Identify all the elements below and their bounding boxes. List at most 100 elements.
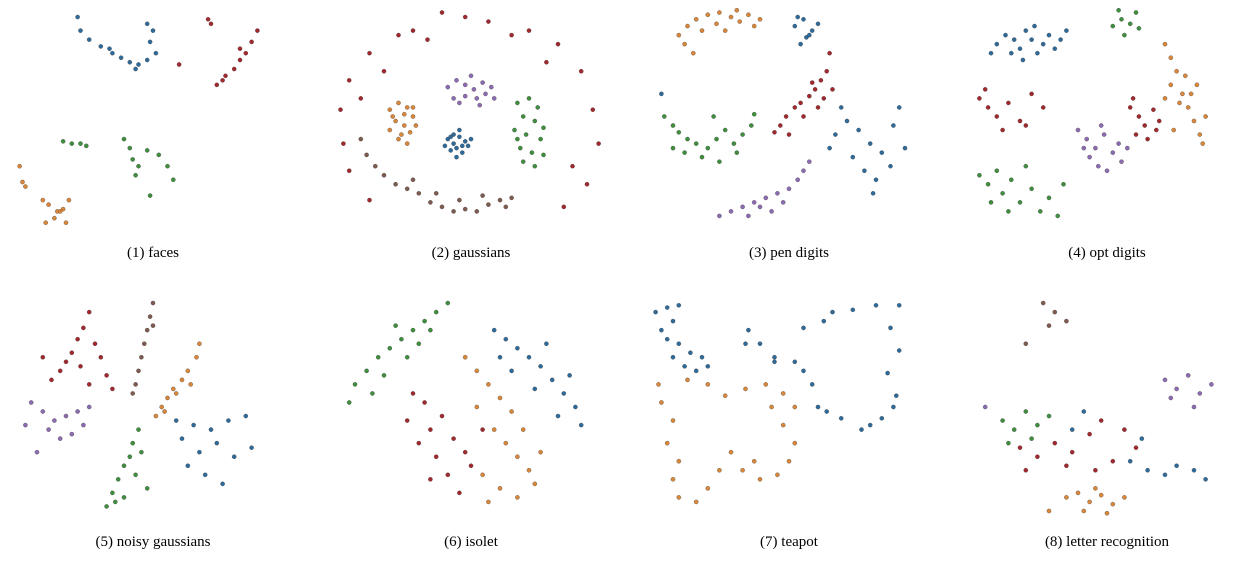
point — [734, 8, 740, 13]
point — [179, 436, 185, 441]
point — [130, 440, 135, 446]
point — [728, 209, 734, 214]
point — [757, 477, 763, 482]
point — [1035, 50, 1040, 56]
point — [1185, 373, 1191, 378]
point — [156, 152, 162, 158]
point — [413, 123, 419, 128]
point — [503, 440, 509, 446]
point — [1203, 114, 1208, 119]
point — [509, 409, 514, 414]
point — [133, 66, 138, 72]
point — [416, 341, 422, 346]
point — [746, 213, 751, 219]
point — [1064, 463, 1069, 469]
point — [717, 159, 722, 164]
point — [237, 57, 243, 63]
point — [1101, 132, 1107, 137]
point — [731, 141, 737, 146]
point — [740, 132, 745, 137]
point — [23, 184, 28, 189]
point — [1046, 323, 1052, 328]
point — [740, 204, 745, 210]
point — [520, 159, 526, 164]
point — [20, 179, 25, 185]
point — [396, 32, 401, 38]
point — [801, 368, 806, 374]
point — [497, 197, 503, 203]
point — [821, 318, 827, 324]
point — [728, 449, 734, 455]
point — [497, 355, 503, 360]
point — [1069, 449, 1075, 455]
point — [127, 454, 133, 459]
point — [792, 440, 798, 446]
point — [561, 391, 567, 396]
point — [985, 182, 991, 187]
point — [567, 373, 572, 378]
point — [416, 440, 422, 446]
point — [220, 78, 225, 83]
point — [693, 141, 699, 146]
point — [656, 382, 661, 387]
point — [1188, 91, 1194, 97]
point — [63, 220, 69, 225]
point — [763, 195, 769, 201]
point — [110, 386, 115, 392]
point — [404, 105, 410, 110]
point — [815, 105, 821, 110]
point — [662, 114, 667, 119]
point — [824, 409, 829, 414]
point — [824, 69, 829, 74]
point — [994, 168, 1000, 173]
point — [144, 57, 150, 63]
point — [664, 305, 670, 310]
point — [150, 28, 156, 33]
point — [451, 436, 456, 441]
point — [346, 400, 352, 405]
point — [1136, 26, 1142, 31]
point — [457, 134, 462, 140]
point — [220, 481, 225, 487]
point — [104, 373, 109, 378]
point — [659, 400, 664, 405]
point — [57, 209, 63, 214]
point — [66, 197, 72, 203]
point — [780, 200, 786, 205]
point — [693, 368, 699, 374]
point — [462, 82, 468, 88]
point — [410, 391, 416, 396]
point — [404, 418, 410, 423]
point — [891, 404, 896, 410]
point — [1081, 409, 1087, 414]
point — [457, 490, 462, 496]
point — [515, 136, 520, 142]
point — [1104, 510, 1110, 516]
point — [1029, 436, 1034, 441]
point — [205, 17, 211, 22]
point — [197, 341, 202, 346]
point — [535, 105, 540, 110]
point — [92, 341, 98, 346]
point — [1046, 32, 1052, 38]
point — [809, 382, 815, 387]
point — [341, 141, 346, 146]
point — [69, 431, 75, 437]
point — [676, 341, 682, 346]
point — [480, 427, 485, 432]
point — [518, 145, 523, 151]
point — [144, 21, 150, 27]
point — [1183, 73, 1188, 79]
point — [529, 150, 535, 155]
caption: (3) pen digits — [749, 245, 829, 261]
point — [555, 413, 561, 419]
point — [402, 123, 407, 128]
point — [769, 209, 774, 214]
point — [1110, 23, 1116, 29]
point — [792, 359, 798, 365]
point — [346, 78, 352, 83]
point — [653, 309, 658, 315]
point — [1116, 8, 1121, 13]
point — [237, 46, 243, 51]
point — [208, 21, 214, 27]
